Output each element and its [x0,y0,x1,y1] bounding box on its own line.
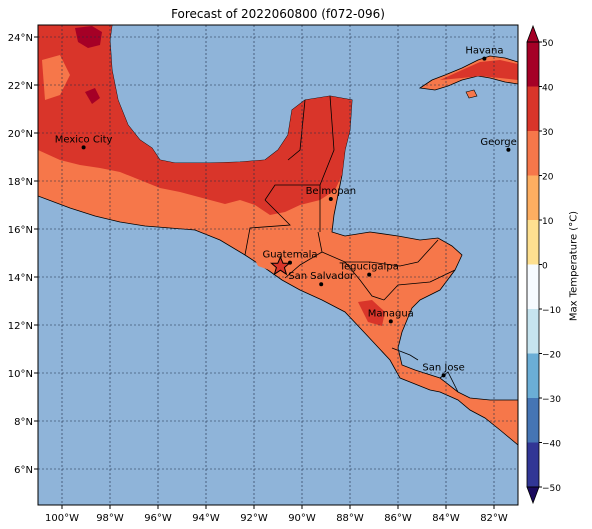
colorbar-tick-label: −40 [542,440,561,450]
city-dot [367,272,372,277]
lon-tick-label: 86°W [384,513,412,524]
gridlines [38,25,518,505]
city-label: Guatemala [262,250,317,261]
colorbar-tick-label: −20 [542,351,561,361]
colorbar-segment [527,220,539,265]
colorbar-tick-label: 10 [542,217,554,227]
lat-tick-label: 10°N [8,369,33,380]
colorbar-segment [527,309,539,354]
lat-tick-label: 6°N [14,465,33,476]
lon-tick-label: 100°W [45,513,79,524]
lon-tick-label: 98°W [96,513,124,524]
hot-spot-north [75,26,102,48]
lat-tick-label: 20°N [8,129,33,140]
land-central-america [38,25,518,446]
map-border [37,24,519,506]
lat-tick-label: 14°N [8,273,33,284]
colorbar-tick-label: 20 [542,173,554,183]
colorbar-arrow-top [526,24,540,43]
lon-tick-label: 96°W [144,513,172,524]
lon-tick-label: 84°W [432,513,460,524]
city-label: Havana [465,46,503,57]
land-isla-juventud [465,89,478,99]
city-label: Belmopan [306,186,356,197]
lat-tick-label: 16°N [8,225,33,236]
latitude-ticks: 6°N 8°N 10°N 12°N 14°N 16°N 18°N 20°N 22°N 24°N [8,33,38,476]
lon-tick-label: 92°W [240,513,268,524]
city-label: Tegucigalpa [339,262,399,273]
colorbar-tick-label: 50 [542,39,554,49]
city-label: Mexico City [55,134,113,145]
hot-zone-mexico [38,25,352,215]
city-dot [441,373,446,378]
hot-zone-nicaragua [358,300,385,326]
colorbar-segment [527,175,539,221]
city-dot [482,56,487,61]
warm-patch-mexico [42,55,70,100]
colorbar-segment [527,442,539,488]
colorbar-segment [527,398,539,443]
colorbar: 50 40 30 20 10 0 −10 −20 −30 −40 −50 [526,24,561,505]
colorbar-tick-label: 0 [542,262,548,272]
lat-tick-label: 8°N [14,417,33,428]
city-dot [388,319,393,324]
colorbar-label: Max Temperature (°C) [568,210,580,322]
city-markers: Havana Mexico City George Tov Belmopan Guate… [55,46,536,378]
city-label: Managua [368,308,414,319]
map-body: Havana Mexico City George Tov Belmopan Guate… [38,25,536,505]
hot-zone-cuba [440,60,518,80]
hot-spot-central [85,88,100,104]
colorbar-segment [527,86,539,132]
city-label: San Salvador [288,271,355,282]
star-icon [270,255,291,276]
country-borders [244,95,459,393]
lon-tick-label: 82°W [480,513,508,524]
lat-tick-label: 24°N [8,33,33,44]
colorbar-tick-label: 40 [542,84,554,94]
city-dot [319,282,324,287]
city-label: George Tov [480,137,536,148]
colorbar-segment [527,42,539,87]
lon-tick-label: 90°W [288,513,316,524]
colorbar-tick-label: −30 [542,395,561,405]
map-title: Forecast of 2022060800 (f072-096) [171,7,385,21]
colorbar-segment [527,353,539,399]
city-label: San Jose [422,362,464,373]
colorbar-tick-label: −10 [542,306,561,316]
colorbar-tick-label: 30 [542,128,554,138]
lat-tick-label: 22°N [8,81,33,92]
city-dot [81,145,86,150]
city-dot [506,147,511,152]
longitude-ticks: 100°W 98°W 96°W 94°W 92°W 90°W 88°W 86°W 84°W 82°… [45,505,508,524]
lat-tick-label: 12°N [8,321,33,332]
lon-tick-label: 94°W [192,513,220,524]
lat-tick-label: 18°N [8,177,33,188]
colorbar-segment [527,264,539,310]
colorbar-segment [527,131,539,176]
colorbar-tick-label: −50 [542,484,561,494]
lon-tick-label: 88°W [336,513,364,524]
colorbar-arrow-bottom [526,486,540,505]
city-dot [328,197,333,201]
